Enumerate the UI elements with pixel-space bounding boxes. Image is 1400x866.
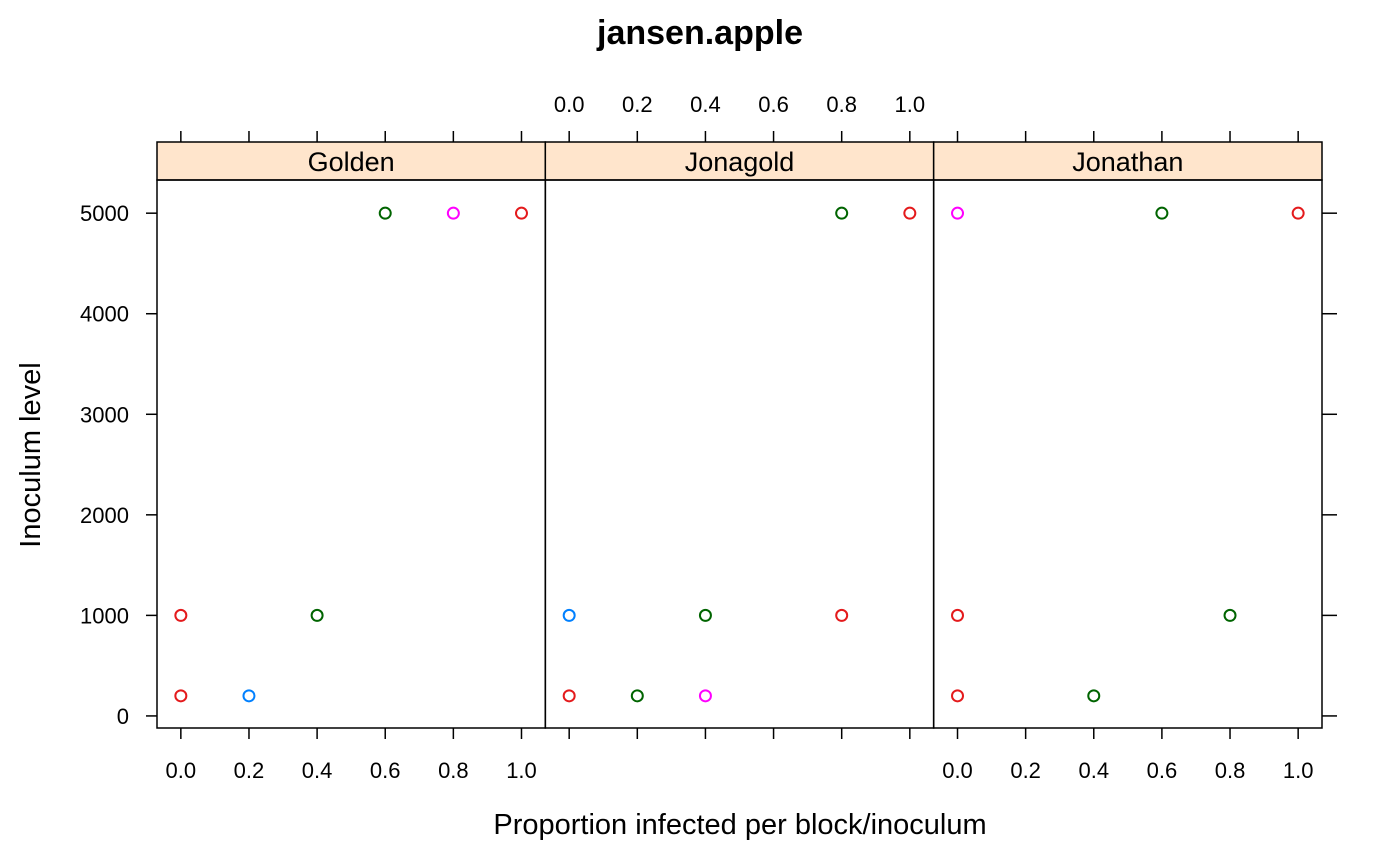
panel-golden: Golden 0.0 0.2 0.4 0.6 0.8 1.0	[156, 131, 547, 783]
y-tick-label: 2000	[80, 503, 129, 528]
data-point	[835, 206, 849, 220]
data-point	[698, 608, 712, 622]
panel-strip	[156, 141, 547, 181]
data-point	[1223, 608, 1237, 622]
y-tick-label: 3000	[80, 402, 129, 427]
panel-strip	[544, 141, 935, 181]
panels: Golden 0.0 0.2 0.4 0.6 0.8 1.0 Jonagold 0.0 0.2 0.…	[80, 92, 1337, 783]
data-point	[630, 689, 644, 703]
panel-strip-label: Golden	[308, 147, 395, 177]
data-point	[514, 206, 528, 220]
x-tick-label: 0.2	[234, 758, 265, 783]
panel-frame	[932, 179, 1323, 729]
x-tick-label: 0.4	[690, 92, 721, 117]
data-point	[1155, 206, 1169, 220]
data-point	[951, 608, 965, 622]
panel-strip-label: Jonathan	[1072, 147, 1183, 177]
data-point	[903, 206, 917, 220]
x-tick-label: 0.2	[622, 92, 653, 117]
x-tick-label: 0.6	[370, 758, 401, 783]
panel-frame	[544, 179, 935, 729]
data-point	[951, 206, 965, 220]
x-tick-label: 0.0	[554, 92, 585, 117]
x-tick-label: 0.8	[438, 758, 469, 783]
data-point	[562, 608, 576, 622]
data-point	[310, 608, 324, 622]
panel-jonathan: Jonathan 0.0 0.2 0.4 0.6 0.8 1.0	[932, 131, 1323, 783]
panel-strip-label: Jonagold	[685, 147, 795, 177]
x-tick-label: 0.4	[1078, 758, 1109, 783]
data-point	[242, 689, 256, 703]
x-tick-label: 1.0	[895, 92, 926, 117]
x-tick-label: 0.6	[1147, 758, 1178, 783]
panel-frame	[156, 179, 547, 729]
y-axis-title: Inoculum level	[15, 362, 47, 547]
x-tick-label: 1.0	[506, 758, 537, 783]
y-tick-label: 5000	[80, 201, 129, 226]
x-tick-label: 0.8	[826, 92, 857, 117]
y-tick-label: 0	[117, 704, 129, 729]
x-tick-label: 0.4	[302, 758, 333, 783]
x-tick-label: 1.0	[1283, 758, 1314, 783]
data-point	[1291, 206, 1305, 220]
panel-jonagold: Jonagold 0.0 0.2 0.4 0.6 0.8 1.0	[544, 92, 935, 739]
data-point	[698, 689, 712, 703]
data-point	[174, 608, 188, 622]
data-point	[1087, 689, 1101, 703]
x-tick-label: 0.6	[758, 92, 789, 117]
y-tick-label: 1000	[80, 603, 129, 628]
data-point	[951, 689, 965, 703]
data-point	[446, 206, 460, 220]
chart-title: jansen.apple	[596, 14, 803, 52]
panel-strip	[932, 141, 1323, 181]
data-point	[378, 206, 392, 220]
data-point	[174, 689, 188, 703]
x-tick-label: 0.0	[942, 758, 973, 783]
x-axis-title: Proportion infected per block/inoculum	[493, 809, 986, 841]
x-tick-label: 0.0	[166, 758, 197, 783]
y-tick-label: 4000	[80, 302, 129, 327]
data-point	[562, 689, 576, 703]
x-tick-label: 0.2	[1010, 758, 1041, 783]
data-point	[835, 608, 849, 622]
x-tick-label: 0.8	[1215, 758, 1246, 783]
